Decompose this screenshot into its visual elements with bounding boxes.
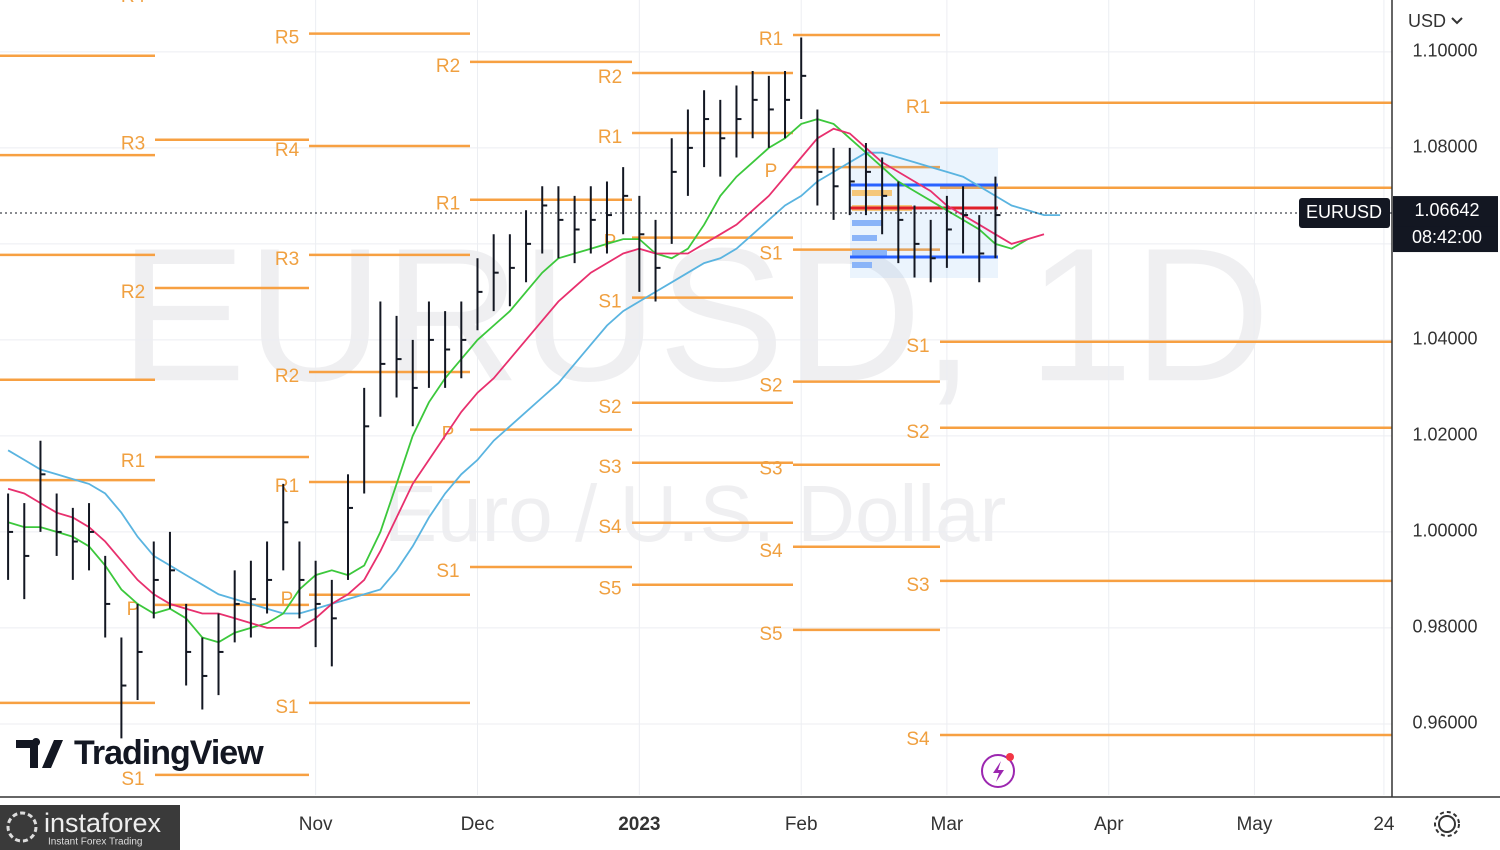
pivot-label: R2 (598, 67, 622, 88)
price-bars (7, 37, 1001, 739)
pivot-label: S5 (759, 624, 782, 645)
alert-icon[interactable] (981, 754, 1015, 788)
countdown: 08:42:00 (1412, 227, 1482, 247)
pivot-label: S4 (759, 541, 783, 562)
x-tick-label: Apr (1094, 814, 1124, 835)
x-tick-label: 2023 (618, 814, 660, 835)
pivot-label: S1 (906, 336, 929, 357)
x-tick-label: 24 (1373, 814, 1395, 835)
y-tick-label: 1.08000 (1412, 137, 1477, 157)
pivot-label: R1 (121, 451, 145, 472)
symbol-tag-bg (1299, 198, 1390, 229)
x-tick-label: Nov (299, 814, 333, 835)
x-tick-label: Mar (931, 814, 964, 835)
moving-average-line (7, 127, 1045, 629)
currency-caret[interactable] (1451, 17, 1463, 25)
pivot-label: S1 (436, 561, 459, 582)
pivot-label: P (442, 424, 455, 445)
pivot-label: S1 (275, 697, 298, 718)
countdown-bg (1393, 226, 1498, 253)
moving-average-line (7, 118, 1029, 644)
instaforex-icon (6, 811, 38, 843)
pivot-label: S2 (759, 376, 782, 397)
instaforex-logo (0, 805, 180, 850)
pivot-label: R2 (275, 366, 299, 387)
alert-bolt (993, 761, 1004, 782)
x-tick-label: Feb (785, 814, 818, 835)
moving-average-line (7, 151, 1061, 615)
pivot-label: S4 (906, 729, 930, 750)
grid (0, 0, 1392, 795)
pivot-label: P (765, 161, 778, 182)
currency-selector[interactable]: USD (1408, 11, 1446, 31)
x-tick-label: Dec (461, 814, 495, 835)
pivot-label: R3 (121, 134, 145, 155)
x-tick-label: May (1236, 814, 1272, 835)
pivot-label: S1 (121, 769, 144, 790)
y-tick-label: 1.04000 (1412, 329, 1477, 349)
price-tag: 1.06642 (1414, 200, 1479, 220)
alert-dot (1006, 753, 1014, 761)
symbol-tag: EURUSD (1306, 202, 1382, 222)
pivot-label: S2 (598, 397, 621, 418)
pivot-label: R1 (275, 476, 299, 497)
y-tick-label: 1.02000 (1412, 425, 1477, 445)
pivot-label: R1 (759, 29, 783, 50)
moving-averages (7, 118, 1061, 644)
pivot-label: R2 (121, 282, 145, 303)
y-tick-label: 0.96000 (1412, 713, 1477, 733)
pivot-label: R4 (275, 140, 300, 161)
description-watermark: Euro / U.S. Dollar (384, 469, 1006, 558)
pivot-label: S4 (598, 517, 622, 538)
y-tick-label: 1.10000 (1412, 41, 1477, 61)
pivot-label: S5 (598, 579, 621, 600)
y-tick-label: 1.00000 (1412, 521, 1477, 541)
tradingview-logo: TradingView (16, 734, 265, 772)
pivot-label: S3 (598, 457, 621, 478)
pivot-label: R1 (436, 194, 460, 215)
tradingview-text: TradingView (74, 734, 264, 772)
instaforex-text: instaforex (44, 808, 162, 838)
pivot-label: R2 (436, 56, 460, 77)
pivot-label: S3 (759, 459, 782, 480)
pivot-label: R4 (121, 0, 146, 7)
pivot-label: R1 (906, 97, 930, 118)
pivot-label: S2 (906, 422, 929, 443)
y-tick-label: 0.98000 (1412, 617, 1477, 637)
settings-icon[interactable] (1434, 811, 1460, 837)
pivot-label: R3 (275, 249, 299, 270)
pivot-label: R5 (275, 28, 299, 49)
pivot-label: S1 (598, 292, 621, 313)
pivot-label: P (127, 599, 140, 620)
price-tag: EURUSD 1.06642 08:42:00 (0, 196, 1498, 253)
symbol-watermark: EURUSD, 1D (120, 209, 1271, 421)
pivot-label: R1 (598, 127, 622, 148)
instaforex-tagline: Instant Forex Trading (48, 837, 143, 848)
pivot-label: S3 (906, 575, 929, 596)
pivot-label: S1 (759, 244, 782, 265)
